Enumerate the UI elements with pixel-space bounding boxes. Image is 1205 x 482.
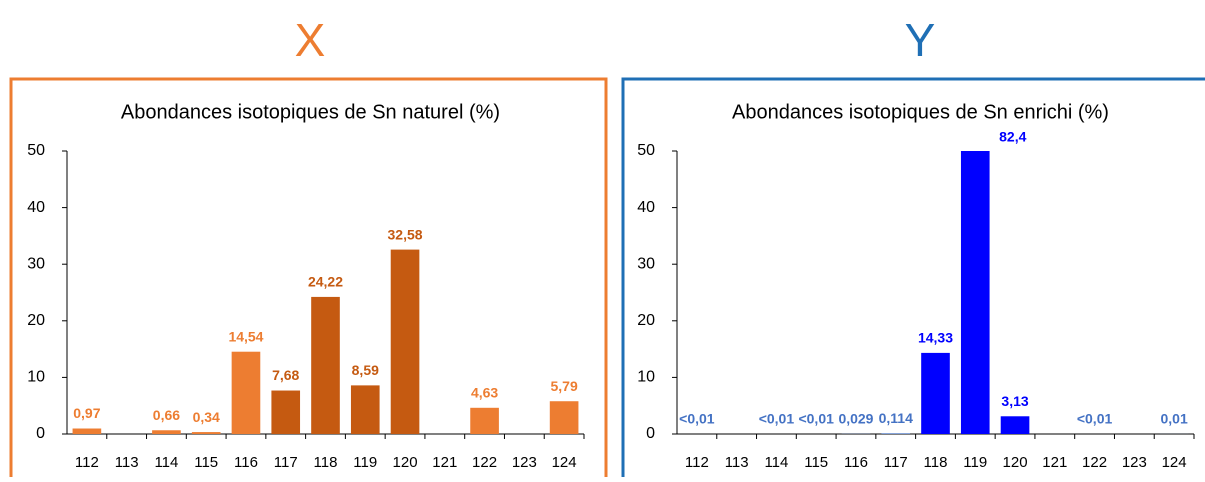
y-tick-label: 0 <box>646 425 655 442</box>
x-tick-label: 117 <box>274 454 298 471</box>
data-label: 5,79 <box>550 378 577 394</box>
data-label: 82,4 <box>999 129 1026 145</box>
bar <box>152 430 181 434</box>
x-tick-label: 120 <box>1003 454 1028 471</box>
x-tick-label: 120 <box>393 454 418 471</box>
bar <box>961 0 990 434</box>
x-tick-label: 112 <box>685 454 709 471</box>
panel-label: Y <box>905 14 936 66</box>
data-label: 14,54 <box>228 328 263 344</box>
bar <box>1001 416 1030 434</box>
y-tick-label: 50 <box>637 142 655 159</box>
y-tick-label: 20 <box>637 312 655 329</box>
data-label: 14,33 <box>918 330 953 346</box>
x-tick-label: 119 <box>353 454 377 471</box>
data-label: 24,22 <box>308 274 343 290</box>
data-label: 32,58 <box>388 226 423 242</box>
y-tick-label: 50 <box>27 142 45 159</box>
x-tick-label: 121 <box>1042 454 1067 471</box>
x-tick-label: 123 <box>1122 454 1147 471</box>
x-tick-label: 124 <box>552 454 577 471</box>
x-tick-label: 115 <box>804 454 828 471</box>
data-label: 4,63 <box>471 384 498 400</box>
bar <box>921 353 950 434</box>
x-tick-label: 116 <box>844 454 868 471</box>
x-tick-label: 114 <box>154 454 178 471</box>
y-tick-label: 30 <box>27 255 45 272</box>
data-label: <0,01 <box>798 411 834 427</box>
bar <box>192 432 221 434</box>
bar <box>391 250 420 434</box>
data-label: <0,01 <box>679 411 715 427</box>
x-tick-label: 122 <box>472 454 497 471</box>
data-label: 0,97 <box>73 405 100 421</box>
x-tick-label: 117 <box>884 454 908 471</box>
data-label: 0,114 <box>879 410 913 426</box>
x-tick-label: 123 <box>512 454 537 471</box>
x-tick-label: 118 <box>924 454 948 471</box>
data-label: 7,68 <box>272 367 299 383</box>
y-tick-label: 40 <box>27 199 45 216</box>
y-tick-label: 10 <box>27 369 45 386</box>
bar <box>470 408 499 434</box>
y-tick-label: 30 <box>637 255 655 272</box>
x-tick-label: 122 <box>1082 454 1107 471</box>
y-tick-label: 40 <box>637 199 655 216</box>
data-label: <0,01 <box>1077 411 1113 427</box>
x-tick-label: 114 <box>764 454 788 471</box>
bar <box>351 385 380 434</box>
panel-label: X <box>295 14 326 66</box>
data-label: <0,01 <box>759 411 795 427</box>
x-tick-label: 113 <box>115 454 139 471</box>
bar <box>232 352 261 434</box>
data-label: 0,34 <box>193 409 220 425</box>
data-label: 0,029 <box>838 411 873 427</box>
y-tick-label: 20 <box>27 312 45 329</box>
x-tick-label: 124 <box>1162 454 1187 471</box>
chart-title: Abondances isotopiques de Sn naturel (%) <box>121 101 500 123</box>
bar <box>311 297 340 434</box>
bar <box>550 401 579 434</box>
data-label: 8,59 <box>352 362 379 378</box>
x-tick-label: 116 <box>234 454 258 471</box>
y-tick-label: 0 <box>36 425 45 442</box>
x-tick-label: 119 <box>963 454 987 471</box>
chart-title: Abondances isotopiques de Sn enrichi (%) <box>732 101 1109 123</box>
data-label: 3,13 <box>1001 393 1028 409</box>
x-tick-label: 115 <box>194 454 218 471</box>
bar <box>271 391 300 434</box>
bar <box>73 429 102 434</box>
x-tick-label: 118 <box>314 454 338 471</box>
x-tick-label: 113 <box>725 454 749 471</box>
bar <box>881 433 910 434</box>
y-tick-label: 10 <box>637 369 655 386</box>
x-tick-label: 112 <box>75 454 99 471</box>
data-label: 0,01 <box>1160 411 1187 427</box>
x-tick-label: 121 <box>432 454 457 471</box>
data-label: 0,66 <box>153 407 180 423</box>
